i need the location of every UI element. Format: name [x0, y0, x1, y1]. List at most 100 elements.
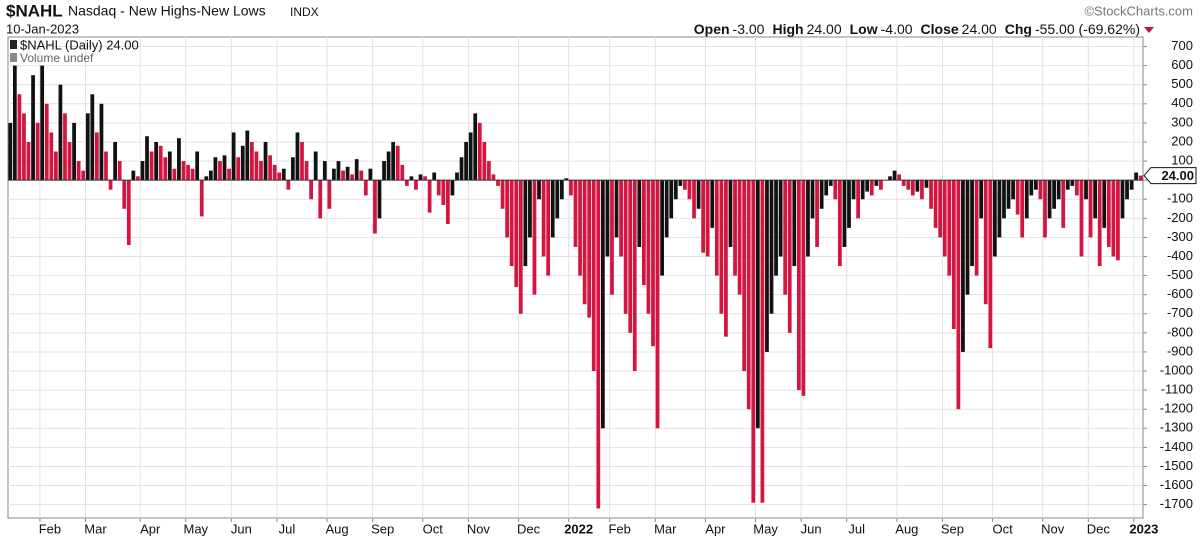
bar [140, 161, 145, 181]
bar [136, 176, 140, 181]
bar [796, 180, 801, 391]
bar [199, 180, 204, 217]
bar [1093, 180, 1098, 219]
bar [163, 157, 168, 181]
bar [951, 180, 956, 330]
bar [532, 180, 537, 295]
bar [1138, 175, 1143, 181]
bar [837, 180, 842, 267]
bar [783, 180, 788, 295]
quote-label: High [772, 21, 803, 37]
bar [53, 151, 58, 181]
bar [418, 174, 423, 181]
quote-label: Chg [1005, 21, 1032, 37]
y-tick-label: -300 [1167, 229, 1193, 244]
bar [277, 172, 282, 181]
bar [104, 151, 108, 181]
bar [892, 170, 897, 181]
bar [81, 170, 86, 181]
bar [400, 164, 405, 181]
bar [564, 178, 569, 181]
y-tick-label: -200 [1167, 210, 1193, 225]
quote-label: Open [694, 21, 730, 37]
bar [1070, 180, 1075, 186]
bar [122, 180, 127, 209]
bar [965, 180, 970, 295]
bar [523, 180, 528, 267]
bar [450, 180, 455, 196]
bar [760, 180, 765, 503]
bar [888, 176, 892, 181]
bar [724, 180, 728, 337]
bar [477, 122, 482, 181]
x-tick-label: Oct [423, 521, 444, 536]
bar [496, 180, 500, 186]
x-tick-label: Oct [992, 521, 1013, 536]
x-tick-label: Mar [654, 521, 677, 536]
bar [1006, 180, 1011, 209]
bar [67, 141, 72, 181]
bar [350, 174, 355, 181]
x-tick-label: Jun [801, 521, 822, 536]
bar [509, 180, 514, 267]
y-tick-label: 600 [1171, 57, 1193, 72]
bar [550, 180, 555, 238]
bar [190, 168, 195, 181]
bar [204, 176, 209, 181]
legend-icon [10, 53, 17, 62]
bar [664, 180, 669, 238]
bar [436, 180, 441, 196]
bar [555, 180, 560, 219]
plot-frame [7, 36, 1144, 519]
date: 10-Jan-2023 [6, 21, 79, 36]
bar [1043, 180, 1047, 238]
bar [90, 94, 95, 181]
bar [605, 180, 610, 257]
bar [710, 180, 715, 228]
bar [213, 157, 218, 181]
bar [737, 180, 742, 295]
bar [1052, 180, 1056, 209]
bar [815, 180, 819, 247]
x-tick-label: May [753, 521, 778, 536]
bar [591, 180, 596, 372]
x-tick-label: 2023 [1129, 521, 1158, 536]
bar [427, 180, 432, 213]
bar [546, 180, 551, 276]
bar [158, 145, 163, 181]
bar [432, 172, 437, 181]
x-tick-label: Apr [140, 521, 161, 536]
bar [17, 94, 22, 181]
bar [295, 132, 300, 181]
bar [933, 180, 938, 228]
bar [126, 180, 131, 246]
bar [172, 168, 177, 181]
bar [1029, 180, 1034, 196]
x-tick-label: Apr [705, 521, 726, 536]
bar [528, 180, 532, 238]
bar [473, 113, 478, 181]
bar [915, 180, 920, 192]
x-tick-label: Mar [84, 521, 107, 536]
bar [218, 161, 222, 181]
x-tick-label: Jul [848, 521, 865, 536]
bar [806, 180, 810, 257]
x-tick-label: Jun [231, 521, 252, 536]
bar [332, 168, 336, 181]
bar [1038, 180, 1043, 200]
bar [1134, 172, 1139, 181]
bar [181, 161, 186, 181]
bar [1088, 180, 1093, 238]
bar [395, 145, 400, 181]
bar [272, 164, 277, 181]
y-tick-label: -700 [1167, 305, 1193, 320]
quote-value: -4.00 [881, 21, 913, 37]
bar [628, 180, 633, 333]
quote-value: 24.00 [807, 21, 842, 37]
source: ©StockCharts.com [1084, 3, 1193, 18]
bar [63, 113, 67, 181]
bar [113, 141, 117, 181]
bar [322, 161, 327, 181]
last-value-tag [1143, 167, 1197, 185]
